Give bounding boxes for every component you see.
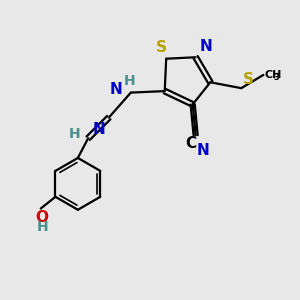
Text: H: H bbox=[68, 127, 80, 141]
Text: N: N bbox=[110, 82, 123, 97]
Text: N: N bbox=[199, 39, 212, 54]
Text: C: C bbox=[186, 136, 197, 151]
Text: H: H bbox=[124, 74, 135, 88]
Text: 3: 3 bbox=[273, 74, 279, 82]
Text: O: O bbox=[36, 210, 49, 225]
Text: N: N bbox=[196, 142, 209, 158]
Text: H: H bbox=[36, 220, 48, 234]
Text: CH: CH bbox=[265, 70, 282, 80]
Text: N: N bbox=[93, 122, 106, 137]
Text: S: S bbox=[243, 72, 254, 87]
Text: S: S bbox=[156, 40, 167, 55]
